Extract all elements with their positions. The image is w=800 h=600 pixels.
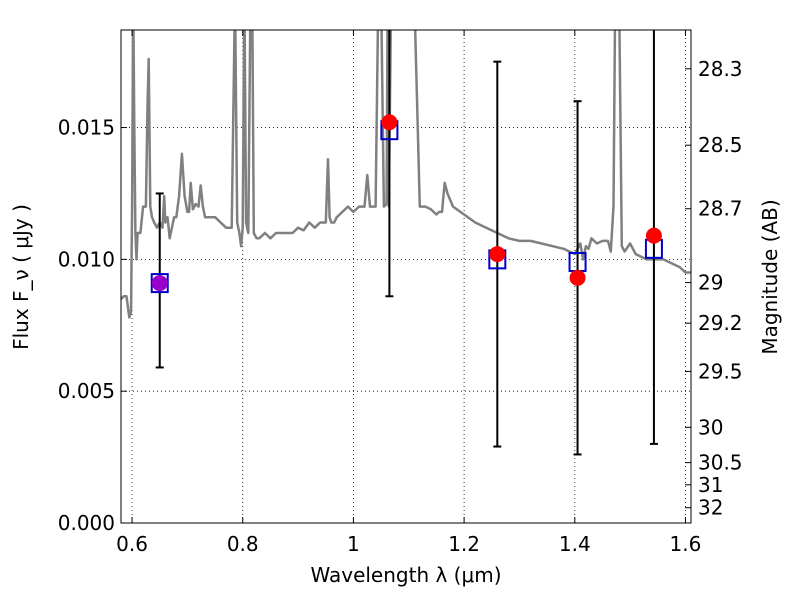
- right-tick-label: 30: [698, 415, 723, 439]
- right-tick-label: 28.5: [698, 133, 743, 157]
- right-axis-label: Magnitude (AB): [758, 199, 782, 354]
- right-tick-label: 28.7: [698, 197, 743, 221]
- right-tick-label: 30.5: [698, 451, 743, 475]
- observed-point-marker: [645, 227, 662, 244]
- data-layer: [121, 30, 691, 456]
- right-tick-label: 28.3: [698, 57, 743, 81]
- y-axis-ticks: 0.000 0.005 0.010 0.015: [58, 116, 127, 535]
- y-tick-label: 0.000: [58, 511, 115, 535]
- right-tick-label: 32: [698, 496, 723, 520]
- spectrum-line: [121, 30, 691, 319]
- x-tick-label: 1.6: [670, 532, 702, 556]
- observed-point-marker: [489, 246, 506, 263]
- plot-frame: [120, 29, 692, 524]
- y-tick-label: 0.005: [58, 379, 115, 403]
- right-tick-label: 29.2: [698, 311, 743, 335]
- right-tick-label: 31: [698, 473, 723, 497]
- observed-point-marker: [569, 269, 586, 286]
- x-tick-label: 1.4: [559, 532, 591, 556]
- observed-point-marker: [151, 275, 168, 292]
- y-tick-label: 0.010: [58, 247, 115, 271]
- y-tick-label: 0.015: [58, 116, 115, 140]
- plot-area: [121, 30, 691, 523]
- x-axis-ticks: 0.6 0.8 1 1.2 1.4 1.6: [116, 30, 701, 556]
- x-tick-label: 1: [347, 532, 360, 556]
- y-axis-label: Flux F_ν ( μJy ): [9, 204, 33, 350]
- x-tick-label: 1.2: [448, 532, 480, 556]
- x-tick-label: 0.8: [227, 532, 259, 556]
- x-tick-label: 0.6: [116, 532, 148, 556]
- grid-lines: [121, 30, 691, 523]
- x-axis-label: Wavelength λ (μm): [310, 563, 501, 587]
- right-tick-label: 29: [698, 271, 723, 295]
- observed-point-marker: [381, 114, 398, 131]
- right-tick-label: 29.5: [698, 359, 743, 383]
